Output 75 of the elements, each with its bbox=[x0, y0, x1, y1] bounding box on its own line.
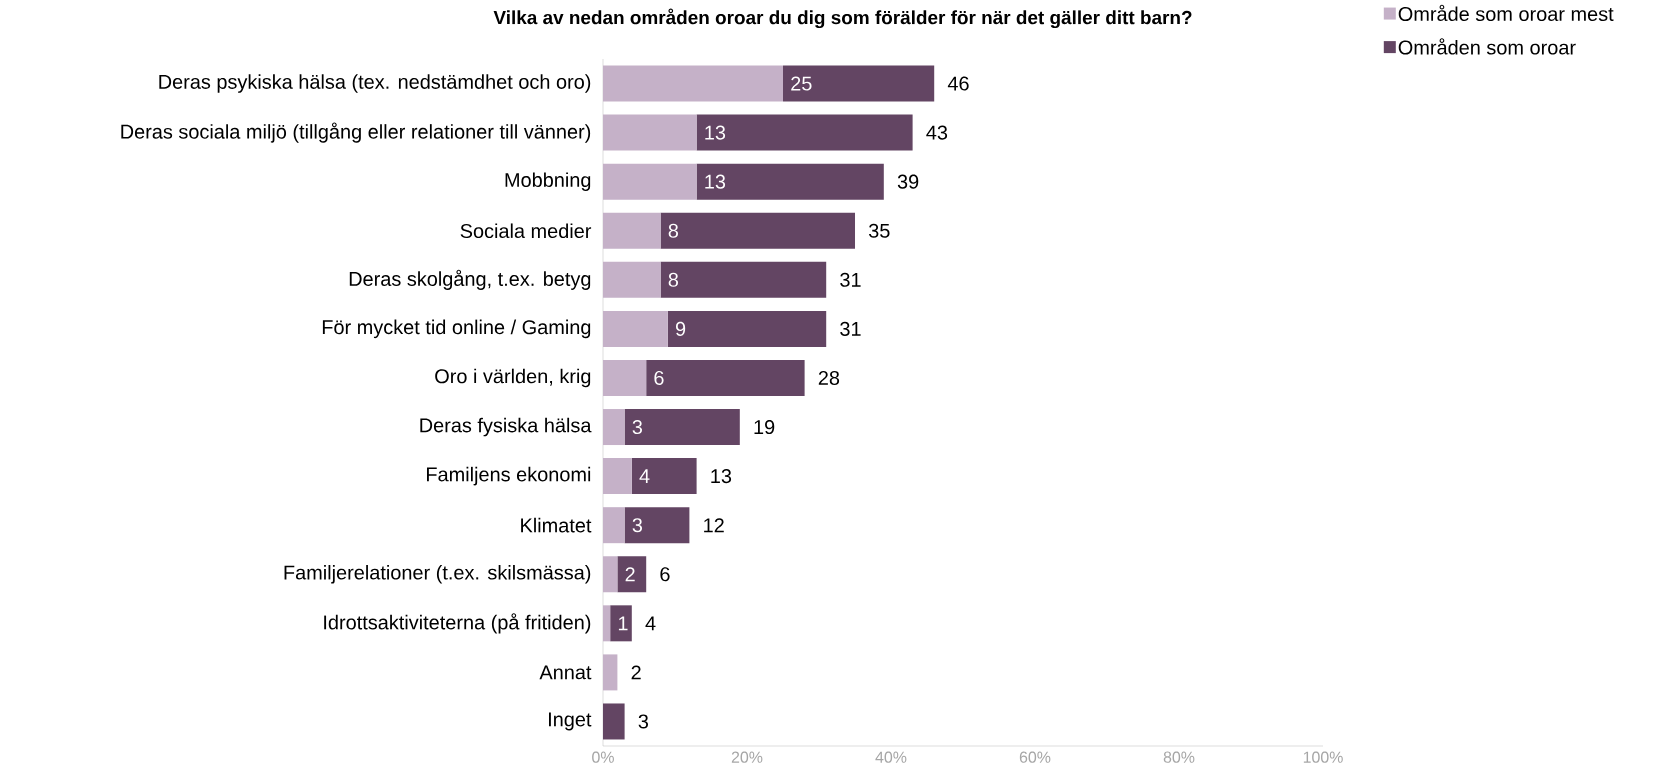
total-label: 46 bbox=[947, 76, 969, 91]
y-tick-label: Klimatet bbox=[521, 517, 592, 533]
bar bbox=[631, 458, 697, 495]
chart-title: Vilka av nedan områden oroar du dig som förälder för när det gäller ditt barn? bbox=[493, 8, 1192, 29]
data-label: 25 bbox=[791, 76, 812, 91]
bar bbox=[603, 212, 661, 249]
data-label: 3 bbox=[632, 518, 643, 533]
bar bbox=[783, 65, 935, 102]
total-label: 12 bbox=[704, 518, 724, 533]
bar bbox=[617, 556, 647, 593]
legend-label: Områden som oroar bbox=[1398, 38, 1576, 55]
y-tick-label: För mycket tid online / Gaming bbox=[322, 319, 591, 339]
y-tick-label: Oro i världen, krig bbox=[435, 368, 591, 388]
bar bbox=[603, 65, 783, 102]
legend-label: Område som oroar mest bbox=[1398, 4, 1614, 22]
y-tick-label: Annat bbox=[539, 665, 592, 680]
data-label: 8 bbox=[668, 223, 679, 238]
bar bbox=[603, 261, 661, 298]
y-tick-label: Inget bbox=[549, 712, 592, 731]
x-tick-label: 80% bbox=[1163, 751, 1195, 763]
x-tick-label: 20% bbox=[731, 751, 763, 763]
y-tick-label: Deras sociala miljö (tillgång eller relationer till vänner) bbox=[121, 122, 591, 143]
y-tick-label: Sociala medier bbox=[460, 223, 592, 239]
total-label: 43 bbox=[926, 125, 948, 140]
bar bbox=[696, 163, 884, 200]
bar bbox=[624, 409, 740, 446]
y-tick-label: Deras skolgång, t.ex. betyg bbox=[349, 269, 591, 290]
x-tick-label: 60% bbox=[1019, 751, 1051, 763]
x-tick-label: 100% bbox=[1303, 751, 1343, 763]
x-tick-label: 40% bbox=[875, 751, 907, 763]
bar bbox=[603, 458, 632, 495]
x-tick-label: 0% bbox=[592, 751, 614, 763]
total-label: 4 bbox=[645, 616, 656, 631]
total-label: 31 bbox=[840, 321, 861, 336]
y-tick-label: Deras psykiska hälsa (tex. nedstämdhet och oro) bbox=[159, 74, 591, 93]
y-tick-label: Familjens ekonomi bbox=[427, 466, 591, 486]
bar bbox=[603, 507, 625, 544]
bar bbox=[603, 310, 668, 347]
bar bbox=[603, 359, 647, 396]
bar bbox=[603, 654, 618, 691]
bar bbox=[624, 507, 690, 544]
data-label: 8 bbox=[668, 272, 679, 287]
total-label: 19 bbox=[754, 419, 775, 435]
bar bbox=[696, 114, 913, 151]
y-tick-label: Idrottsaktiviteterna (på fritiden) bbox=[324, 613, 591, 634]
data-label: 4 bbox=[639, 469, 650, 483]
bar bbox=[660, 212, 855, 249]
bar bbox=[603, 556, 618, 593]
bar bbox=[603, 163, 697, 200]
bar bbox=[603, 703, 625, 740]
total-label: 35 bbox=[868, 223, 890, 238]
total-label: 28 bbox=[818, 370, 840, 386]
total-label: 39 bbox=[897, 174, 919, 189]
bar bbox=[603, 409, 625, 446]
data-label: 6 bbox=[654, 370, 664, 386]
y-tick-label: Familjerelationer (t.ex. skilsmässa) bbox=[284, 564, 591, 584]
total-label: 6 bbox=[660, 567, 670, 582]
data-label: 3 bbox=[632, 419, 643, 435]
bar bbox=[646, 359, 805, 396]
data-label: 1 bbox=[618, 616, 628, 631]
bar bbox=[603, 605, 611, 642]
data-label: 13 bbox=[705, 125, 726, 140]
bar bbox=[660, 261, 827, 298]
data-label: 2 bbox=[625, 567, 635, 582]
data-label: 9 bbox=[675, 321, 686, 336]
total-label: 3 bbox=[638, 714, 649, 729]
data-label: 13 bbox=[705, 174, 726, 189]
total-label: 2 bbox=[631, 665, 641, 680]
total-label: 13 bbox=[711, 469, 732, 484]
bar bbox=[667, 310, 827, 347]
bar bbox=[610, 605, 632, 642]
y-tick-label: Mobbning bbox=[505, 172, 591, 191]
bar bbox=[603, 114, 697, 151]
total-label: 31 bbox=[840, 272, 861, 287]
y-tick-label: Deras fysiska hälsa bbox=[420, 417, 592, 437]
